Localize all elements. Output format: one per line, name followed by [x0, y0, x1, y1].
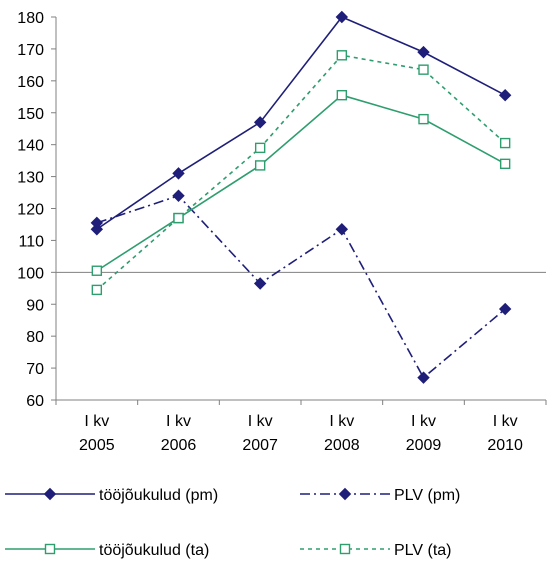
- data-point: [417, 371, 430, 384]
- series-line: [96, 94, 506, 272]
- x-tick-label: I kv 2009: [406, 413, 442, 454]
- data-point: [91, 284, 103, 296]
- y-tick-label: 140: [17, 138, 44, 155]
- series-line: [96, 16, 506, 230]
- data-point: [173, 212, 184, 224]
- series-line: [96, 54, 506, 291]
- series-line: [96, 194, 506, 379]
- data-point: [418, 113, 429, 125]
- y-tick-label: 80: [26, 329, 44, 346]
- axes: 60 70 80 90 100 110 120 130 140 150 160 170 180 I kv 2…: [17, 10, 547, 454]
- y-tick-label: 60: [26, 393, 44, 410]
- x-tick-label: I kv 2008: [324, 413, 360, 454]
- legend-item: tööjõukulud (pm): [5, 487, 218, 504]
- data-point: [253, 277, 267, 290]
- data-point: [499, 158, 511, 170]
- legend-label: PLV (pm): [394, 487, 460, 504]
- y-tick-label: 180: [17, 10, 44, 27]
- data-point: [417, 45, 430, 59]
- legend-label: tööjõukulud (pm): [99, 487, 218, 504]
- data-point: [499, 137, 511, 149]
- series-0: [90, 10, 512, 236]
- data-point: [335, 10, 349, 24]
- y-tick-label: 110: [18, 233, 44, 250]
- data-point: [91, 265, 103, 276]
- data-point: [336, 50, 348, 61]
- legend-marker: [338, 487, 352, 501]
- data-point: [172, 167, 185, 180]
- y-tick-label: 90: [26, 297, 44, 314]
- data-point: [90, 223, 104, 236]
- y-tick-label: 170: [17, 42, 44, 59]
- x-tick-label: I kv 2006: [161, 413, 197, 454]
- data-point: [254, 142, 266, 154]
- legend-item: PLV (ta): [300, 542, 452, 559]
- series-2: [91, 89, 511, 276]
- y-tick-label: 70: [26, 361, 44, 378]
- legend-label: PLV (ta): [394, 542, 452, 559]
- y-tick-label: 150: [17, 106, 44, 123]
- data-point: [253, 116, 267, 129]
- legend-label: tööjõukulud (ta): [99, 542, 209, 559]
- data-point: [498, 302, 512, 316]
- y-tick-label: 160: [17, 74, 44, 91]
- data-point: [90, 216, 104, 230]
- legend-item: PLV (pm): [300, 487, 460, 504]
- data-point: [172, 189, 185, 202]
- x-tick-label: I kv 2010: [487, 413, 523, 454]
- data-point: [254, 160, 266, 171]
- data-point: [418, 64, 429, 75]
- series-lines: [90, 10, 512, 384]
- data-point: [498, 88, 512, 102]
- x-tick-label: I kv 2007: [242, 413, 278, 454]
- legend: tööjõukulud (pm) PLV (pm) tööjõukulud (ta)…: [5, 487, 460, 559]
- y-tick-label: 100: [17, 265, 44, 282]
- series-3: [91, 50, 511, 296]
- legend-marker: [44, 543, 56, 555]
- legend-item: tööjõukulud (ta): [5, 542, 209, 559]
- data-point: [336, 89, 348, 101]
- data-point: [335, 223, 349, 236]
- x-tick-label: I kv 2005: [79, 413, 115, 454]
- y-tick-label: 130: [17, 170, 44, 187]
- series-1: [90, 189, 512, 384]
- legend-marker: [339, 543, 351, 555]
- legend-marker: [43, 487, 57, 501]
- y-tick-label: 120: [17, 202, 44, 219]
